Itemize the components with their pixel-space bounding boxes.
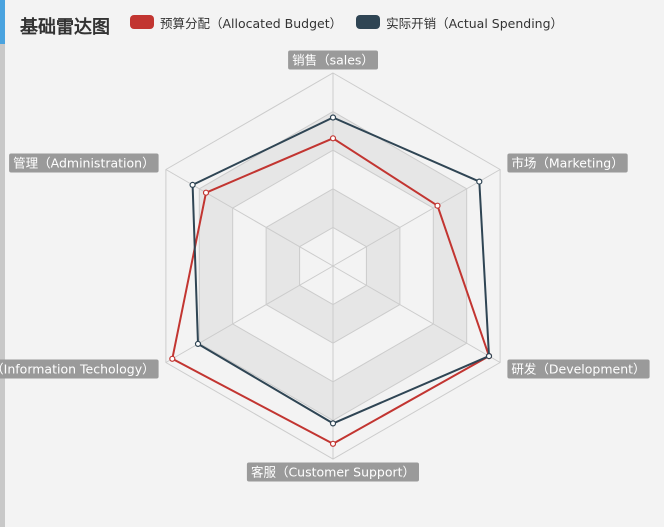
axis-label-4: 信息技术（Information Techology） [0,359,159,379]
left-edge-accent [0,0,5,44]
legend-label-budget: 预算分配（Allocated Budget） [160,15,343,31]
radar-axis-spoke [332,169,501,267]
radar-data-point[interactable] [194,340,202,347]
chart-title: 基础雷达图 [20,17,110,38]
axis-label-5: 管理（Administration） [9,153,159,173]
radar-axis-spoke [332,265,501,363]
legend-label-spending: 实际开销（Actual Spending） [386,15,564,31]
radar-data-point[interactable] [434,202,441,209]
legend: 预算分配（Allocated Budget） 实际开销（Actual Spend… [130,13,577,31]
left-edge-bar [0,0,5,527]
radar-data-point[interactable] [476,178,483,185]
axis-label-bg [0,359,159,379]
axis-label-text: 信息技术（Information Techology） [0,362,155,377]
axis-label-text: 研发（Development） [511,362,645,377]
axis-label-bg [9,153,159,173]
axis-label-bg [507,359,650,379]
axis-label-0: 销售（sales） [288,50,378,70]
axis-label-text: 管理（Administration） [13,156,154,171]
radar-axis-spoke [165,265,334,363]
axis-label-bg [507,153,628,173]
radar-data-point[interactable] [485,353,493,360]
radar-series [169,114,493,447]
legend-swatch-budget [130,15,154,29]
axis-label-text: 客服（Customer Support） [251,465,415,480]
axis-label-1: 市场（Marketing） [507,153,628,173]
radar-axis-labels: 销售（sales） 市场（Marketing） 研发（Development） 客服（… [0,50,650,482]
radar-data-point[interactable] [329,420,337,427]
axis-label-2: 研发（Development） [507,359,650,379]
axis-label-text: 市场（Marketing） [511,156,623,171]
radar-data-point[interactable] [329,114,337,121]
legend-item-budget[interactable]: 预算分配（Allocated Budget） [130,13,342,32]
axis-label-bg [288,50,378,70]
axis-label-text: 销售（sales） [292,53,374,68]
axis-label-3: 客服（Customer Support） [246,462,419,482]
radar-data-point[interactable] [329,135,337,142]
legend-swatch-spending [356,15,381,29]
legend-item-spending[interactable]: 实际开销（Actual Spending） [356,13,563,32]
radar-data-point[interactable] [329,440,337,447]
radar-data-point[interactable] [202,189,210,196]
radar-data-point[interactable] [169,355,176,362]
radar-data-point[interactable] [189,181,196,188]
radar-axis-lines [165,73,501,459]
axis-label-bg [246,462,419,482]
